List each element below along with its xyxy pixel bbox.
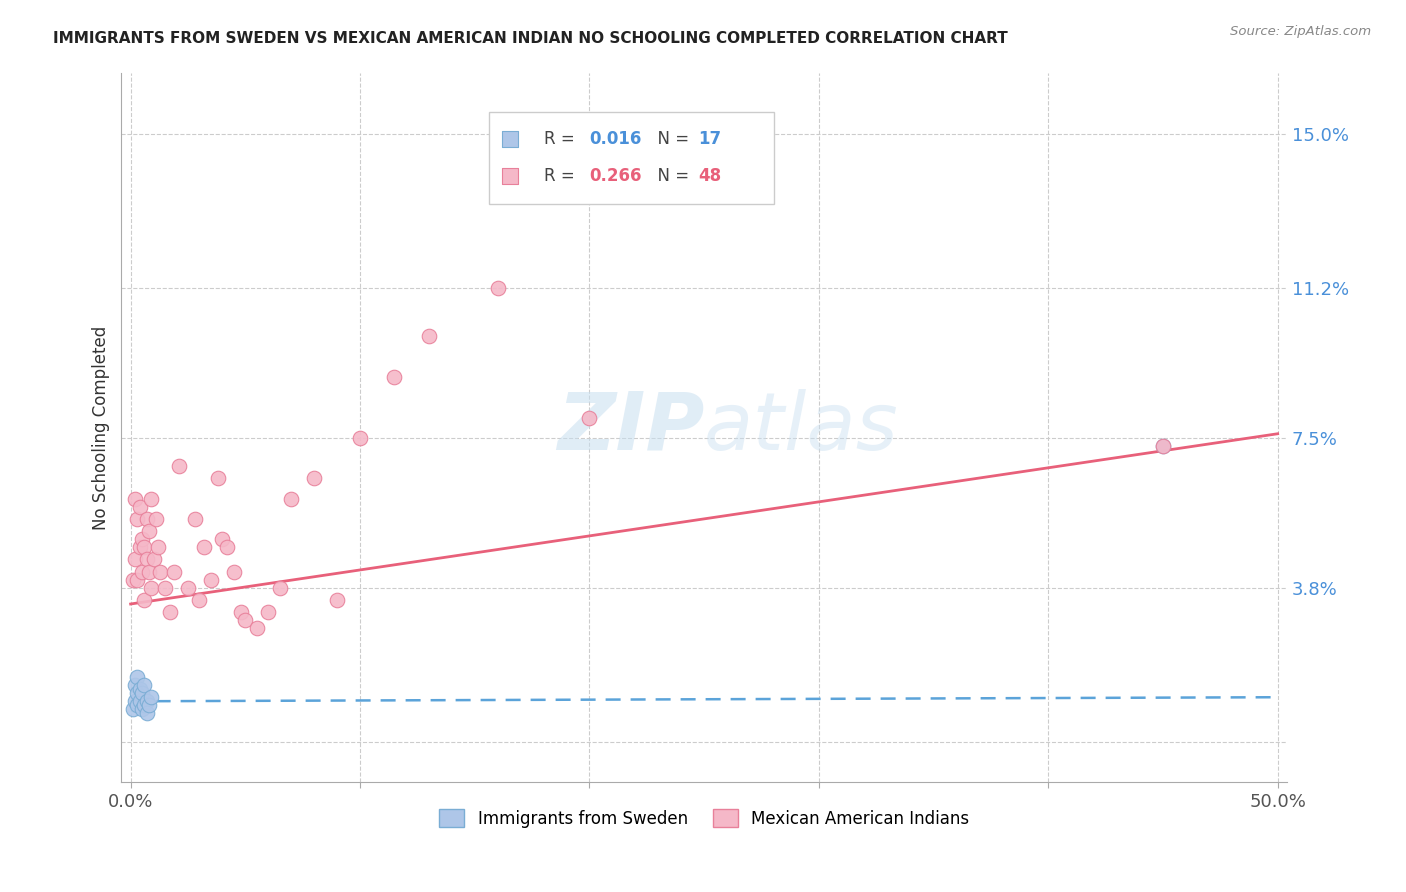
Point (124, 694, 146, 708)
Point (146, 541, 169, 555)
Text: 0.016: 0.016 (589, 130, 641, 148)
Point (1152, 439, 1174, 453)
Point (131, 565, 153, 579)
Point (145, 512, 167, 526)
Point (122, 702, 145, 716)
Point (127, 698, 149, 713)
Point (138, 524, 160, 538)
Point (128, 682, 150, 697)
Point (128, 694, 150, 708)
Point (326, 593, 349, 607)
Text: R =: R = (544, 130, 581, 148)
Point (384, 370, 406, 384)
Text: R =: R = (544, 167, 581, 185)
Point (167, 459, 190, 474)
Point (131, 702, 153, 716)
Point (127, 686, 149, 700)
Y-axis label: No Schooling Completed: No Schooling Completed (93, 326, 110, 530)
Point (578, 410, 600, 425)
Point (124, 678, 146, 692)
Point (141, 491, 163, 506)
Point (138, 698, 160, 713)
FancyBboxPatch shape (488, 112, 775, 204)
Point (211, 532, 233, 546)
Point (127, 512, 149, 526)
Point (1152, 439, 1174, 453)
Point (233, 613, 256, 627)
Point (153, 581, 176, 595)
Point (135, 552, 157, 566)
Point (131, 686, 153, 700)
Point (177, 581, 200, 595)
Point (135, 512, 157, 526)
Text: 17: 17 (699, 130, 721, 148)
Point (127, 573, 149, 587)
Text: 48: 48 (699, 167, 721, 185)
Point (127, 670, 149, 684)
Text: N =: N = (647, 130, 695, 148)
Point (418, 329, 440, 343)
Text: Source: ZipAtlas.com: Source: ZipAtlas.com (1230, 25, 1371, 38)
Point (135, 694, 157, 708)
Point (349, 431, 371, 445)
Point (122, 573, 145, 587)
Point (269, 581, 291, 595)
Point (229, 605, 252, 619)
Point (134, 593, 156, 607)
Point (200, 573, 222, 587)
Text: 0.266: 0.266 (589, 167, 641, 185)
Point (124, 552, 146, 566)
Point (128, 541, 150, 555)
Point (141, 690, 163, 705)
Point (134, 541, 156, 555)
Point (280, 491, 302, 506)
Point (134, 678, 156, 692)
Text: ZIP: ZIP (557, 389, 704, 467)
Point (138, 565, 160, 579)
Point (193, 541, 215, 555)
Point (215, 541, 238, 555)
Text: N =: N = (647, 167, 695, 185)
Point (184, 512, 207, 526)
Point (159, 605, 181, 619)
Point (141, 581, 163, 595)
Point (486, 281, 509, 295)
Text: atlas: atlas (704, 389, 898, 467)
Point (246, 621, 269, 635)
Point (222, 565, 245, 579)
Point (257, 605, 280, 619)
Legend: Immigrants from Sweden, Mexican American Indians: Immigrants from Sweden, Mexican American… (433, 803, 976, 834)
Point (128, 500, 150, 514)
Text: IMMIGRANTS FROM SWEDEN VS MEXICAN AMERICAN INDIAN NO SCHOOLING COMPLETED CORRELA: IMMIGRANTS FROM SWEDEN VS MEXICAN AMERIC… (53, 31, 1008, 46)
Point (163, 565, 186, 579)
Point (302, 471, 325, 485)
Point (124, 491, 146, 506)
Point (142, 552, 165, 566)
Point (149, 565, 172, 579)
Point (188, 593, 211, 607)
Point (135, 706, 157, 721)
Point (207, 471, 229, 485)
Point (131, 532, 153, 546)
Point (134, 698, 156, 713)
